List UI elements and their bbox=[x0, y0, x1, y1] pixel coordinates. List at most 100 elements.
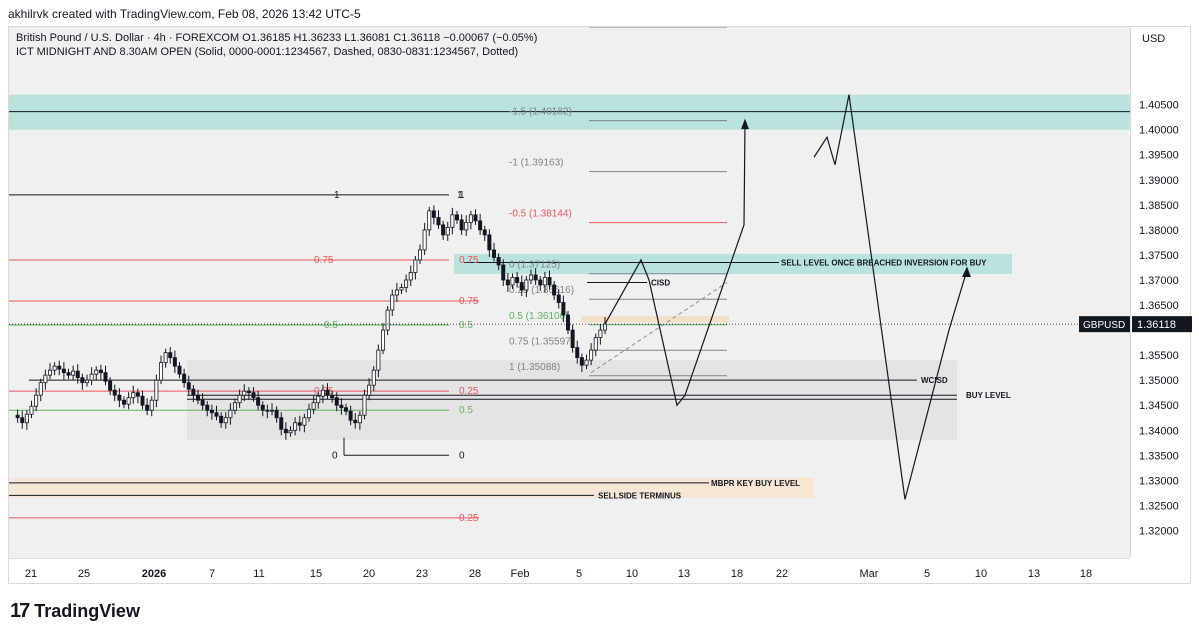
chart-plot[interactable]: SELL LEVEL ONCE BREACHED INVERSION FOR B… bbox=[9, 27, 1130, 558]
candle-body bbox=[214, 412, 219, 417]
zone-peach-low bbox=[9, 477, 814, 498]
y-tick-label: 1.32500 bbox=[1139, 500, 1179, 512]
key-level-label: SELLSIDE TERMINUS bbox=[598, 491, 682, 500]
dashed-projection bbox=[590, 282, 728, 374]
candle-body bbox=[29, 405, 34, 415]
fib-left-label: 0 bbox=[332, 450, 338, 461]
candle-body bbox=[43, 374, 48, 384]
candle-body bbox=[89, 373, 94, 381]
zone-teal-top bbox=[9, 94, 1130, 130]
candle-body bbox=[339, 404, 344, 409]
candle-body bbox=[603, 323, 608, 331]
y-tick-label: 1.39000 bbox=[1139, 175, 1179, 187]
x-tick-label: 5 bbox=[924, 568, 930, 580]
fib-left-label: 0.5 bbox=[459, 405, 473, 416]
candle-body bbox=[385, 309, 390, 331]
candle-body bbox=[209, 409, 214, 414]
candle-body bbox=[538, 279, 543, 286]
candle-body bbox=[297, 422, 302, 426]
y-tick-label: 1.35000 bbox=[1139, 375, 1179, 387]
candle-body bbox=[441, 224, 446, 236]
x-tick-label: 7 bbox=[209, 568, 215, 580]
candle-body bbox=[182, 373, 187, 384]
y-tick-label: 1.32000 bbox=[1139, 525, 1179, 537]
candle-body bbox=[533, 274, 538, 281]
candle-body bbox=[399, 287, 404, 291]
candle-body bbox=[487, 234, 492, 251]
candle-body bbox=[145, 404, 150, 411]
candle-body bbox=[279, 417, 284, 430]
candle-body bbox=[380, 329, 385, 351]
chart-legend: British Pound / U.S. Dollar · 4h · FOREX… bbox=[16, 31, 537, 59]
candle-body bbox=[542, 277, 547, 286]
y-tick-label: 1.36500 bbox=[1139, 300, 1179, 312]
fib-right-label: 0 (1.37125) bbox=[509, 260, 560, 271]
price-scale[interactable]: 1.40500 1.40000 1.39500 1.39000 1.38500 1.380… bbox=[1130, 27, 1192, 557]
fib-left-label: 0.25 bbox=[459, 513, 479, 524]
fib-left-label: 0.75 bbox=[314, 255, 334, 266]
cisd-label: CISD bbox=[651, 278, 670, 287]
x-tick-label: 10 bbox=[626, 568, 638, 580]
candle-body bbox=[186, 382, 191, 390]
candle-body bbox=[219, 415, 224, 424]
y-tick-label: 1.37000 bbox=[1139, 275, 1179, 287]
symbol-tag-text: GBPUSD bbox=[1083, 320, 1125, 331]
candle-body bbox=[75, 370, 80, 379]
candle-body bbox=[232, 402, 237, 411]
candle-body bbox=[265, 409, 270, 412]
candle-body bbox=[223, 417, 228, 424]
candle-body bbox=[140, 395, 145, 406]
candle-body bbox=[547, 277, 552, 286]
arrow-head-b bbox=[962, 266, 971, 277]
candle-body bbox=[570, 329, 575, 349]
candle-body bbox=[108, 380, 113, 391]
candle-body bbox=[427, 210, 432, 231]
brand-name: TradingView bbox=[34, 601, 140, 621]
candle-body bbox=[561, 302, 566, 316]
candle-body bbox=[459, 219, 464, 231]
symbol-legend[interactable]: British Pound / U.S. Dollar · 4h · FOREX… bbox=[16, 32, 538, 44]
candle-body bbox=[491, 249, 496, 258]
candle-body bbox=[80, 377, 85, 384]
candle-body bbox=[172, 357, 177, 367]
fib-right-label: 1 (1.35088) bbox=[509, 362, 560, 373]
y-tick-label: 1.33000 bbox=[1139, 475, 1179, 487]
price-axis[interactable]: 1.40500 1.40000 1.39500 1.39000 1.38500 1.380… bbox=[1131, 27, 1192, 558]
candle-body bbox=[334, 397, 339, 406]
candle-body bbox=[598, 329, 603, 338]
x-tick-label: 20 bbox=[363, 568, 375, 580]
tradingview-logo[interactable]: 17 TradingView bbox=[10, 600, 140, 623]
candle-body bbox=[168, 352, 173, 359]
last-price-badge bbox=[1132, 316, 1192, 333]
x-tick-label: 25 bbox=[78, 568, 90, 580]
tradingview-logo-icon: 17 bbox=[10, 600, 30, 622]
candle-body bbox=[579, 357, 584, 366]
last-price-label: 1.36118 bbox=[1137, 319, 1176, 331]
currency-label[interactable]: USD bbox=[1142, 33, 1166, 45]
candle-body bbox=[251, 392, 256, 399]
candle-body bbox=[325, 389, 330, 396]
candle-body bbox=[478, 220, 483, 231]
time-scale[interactable]: 21 25 2026 7 11 15 20 23 28 Feb 5 10 13 18 22 Mar 5 10 13 1… bbox=[9, 558, 1130, 585]
y-tick-label: 1.33500 bbox=[1139, 450, 1179, 462]
candle-body bbox=[320, 389, 325, 397]
candle-body bbox=[390, 294, 395, 311]
candle-body bbox=[404, 279, 409, 288]
candle-body bbox=[417, 249, 422, 261]
candle-body bbox=[126, 397, 131, 405]
time-axis[interactable]: 21 25 2026 7 11 15 20 23 28 Feb 5 10 13 18 22 Mar 5 10 13 1… bbox=[9, 559, 1130, 585]
fib-left-label: 1 bbox=[457, 190, 463, 201]
indicator-legend[interactable]: ICT MIDNIGHT AND 8.30AM OPEN (Solid, 000… bbox=[16, 46, 519, 58]
x-tick-label: 23 bbox=[416, 568, 428, 580]
candle-body bbox=[34, 394, 39, 407]
key-level-label: SELL LEVEL ONCE BREACHED INVERSION FOR B… bbox=[781, 258, 987, 267]
candle-body bbox=[306, 408, 311, 419]
candle-body bbox=[357, 414, 362, 424]
candle-body bbox=[302, 417, 307, 426]
x-tick-label: Feb bbox=[511, 568, 530, 580]
candle-body bbox=[57, 365, 62, 370]
candle-body bbox=[524, 279, 529, 291]
fib-left-label: 0.75 bbox=[459, 296, 479, 307]
fib-left-label: 0 bbox=[459, 450, 465, 461]
candle-body bbox=[431, 210, 436, 218]
